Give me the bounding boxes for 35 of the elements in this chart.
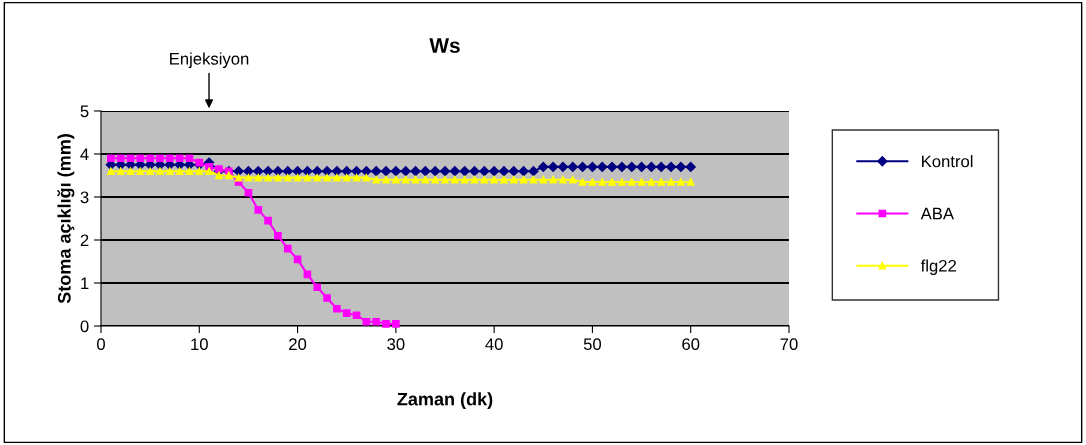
point [460,175,469,184]
y-tick-label: 0 [80,320,89,333]
point [637,178,646,186]
x-tick-label: 30 [387,338,405,351]
point [519,175,528,184]
x-tick-label: 70 [780,338,798,351]
point [401,175,410,184]
point [421,175,430,184]
point [480,175,489,184]
legend-label: flg22 [920,259,956,275]
point [392,320,400,328]
x-tick-label: 20 [289,338,307,351]
y-tick-label: 2 [80,234,89,247]
x-tick-label: 0 [97,338,105,351]
x-tick-label: 50 [583,338,602,351]
point [529,175,538,184]
point [107,154,115,163]
point [470,175,479,184]
y-tick-label: 3 [80,191,89,204]
y-tick-label: 4 [80,148,89,161]
y-axis-title: Stoma açıklığı (mm) [57,134,75,304]
legend-label: Kontrol [922,155,973,168]
point [647,178,656,186]
x-axis-title: Zaman (dk) [397,392,493,410]
chart-title: Ws [429,38,460,53]
y-tick-label: 1 [81,277,89,290]
y-tick-label: 5 [80,105,89,118]
point [411,175,420,184]
x-tick-label: 10 [191,338,208,351]
x-tick-label: 60 [682,338,700,351]
text: Enjeksiyon [170,52,249,68]
point [578,178,587,186]
point [588,178,597,186]
x-tick-label: 40 [485,338,503,351]
legend-label: ABA [920,207,954,220]
